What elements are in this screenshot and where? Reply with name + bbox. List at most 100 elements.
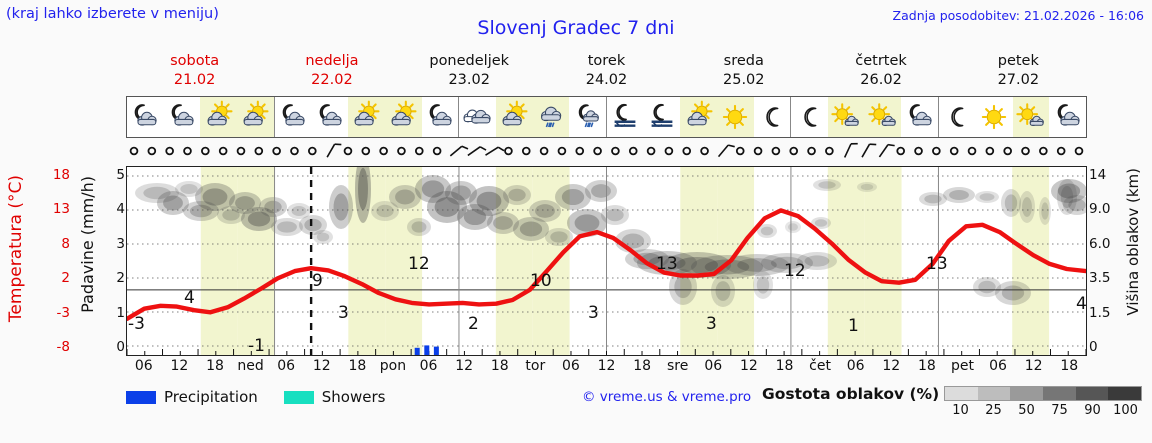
moon-icon [940, 100, 974, 134]
moon-cloud-icon [1051, 100, 1085, 134]
sun-cloud-icon [386, 100, 420, 134]
time-tick-label: tor [525, 358, 546, 374]
axis-tick-label: 9.0 [1089, 201, 1111, 218]
time-tick-label: 06 [846, 358, 865, 374]
moon-cloud-icon [423, 100, 457, 134]
weather-icon-cell [717, 97, 754, 137]
location-menu-note[interactable]: (kraj lahko izberete v meniju) [6, 6, 219, 22]
precipitation-axis-title-text: Padavine (mm/h) [78, 176, 97, 313]
sun-cloud-icon [349, 100, 383, 134]
cloudheight-axis-ticks: 14 9.0 6.0 3.5 1.5 0 [1089, 166, 1123, 356]
temperature-point-label: 2 [468, 314, 479, 334]
day-name: torek [587, 53, 626, 69]
precipitation-axis-ticks: 5 4 3 2 1 0 [103, 166, 125, 356]
day-heading-petek: petek 27.02 [950, 52, 1087, 94]
weather-icon-cell [458, 97, 496, 137]
day-date: 25.02 [723, 72, 765, 88]
weather-icon-cell [790, 97, 828, 137]
sun-cloud-icon [497, 100, 531, 134]
temperature-axis-title: Temperatura (°C) [6, 175, 34, 350]
weather-icon-cell [828, 97, 865, 137]
temperature-point-label: 12 [408, 254, 430, 274]
showers-swatch [283, 390, 314, 404]
temperature-point-label: -3 [128, 314, 145, 334]
temperature-point-label: 3 [706, 314, 717, 334]
sun-cloud-icon [202, 100, 236, 134]
temperature-point-label: 12 [784, 261, 806, 281]
moon-icon [755, 100, 789, 134]
cloud-density-colorbar-ticks: 10 25 50 75 90 100 [944, 403, 1142, 418]
weather-icon-cell [1012, 97, 1050, 137]
weather-icon-cell [754, 97, 791, 137]
time-tick-label: 12 [170, 358, 189, 374]
moon-cloud-icon [165, 100, 199, 134]
temperature-axis-title-text: Temperatura (°C) [6, 175, 26, 323]
cloud-density-tick: 10 [952, 403, 969, 418]
sun-cloud-small-icon [1014, 100, 1048, 134]
credit-link[interactable]: © vreme.us & vreme.pro [582, 389, 752, 405]
time-tick-label: ned [237, 358, 264, 374]
axis-tick-label: 0 [1089, 339, 1098, 355]
day-name: sreda [723, 53, 764, 69]
time-tick-label: 06 [989, 358, 1007, 374]
weather-icon-cell [237, 97, 274, 137]
weather-icon-cell [127, 97, 164, 137]
weather-icon-cell [680, 97, 717, 137]
time-tick-label: 18 [775, 358, 794, 374]
weather-icon-cell [495, 97, 533, 137]
time-tick-label: 06 [277, 358, 296, 374]
moon-cloud-icon [128, 100, 162, 134]
axis-tick-label: 8 [61, 235, 70, 252]
moon-fog-icon [608, 100, 642, 134]
weather-icon-cell [532, 97, 570, 137]
moon-cloud-icon [276, 100, 310, 134]
axis-tick-label: 1.5 [1089, 304, 1111, 321]
sun-cloud-small-icon [829, 100, 863, 134]
weather-icon-cell [1049, 97, 1086, 137]
time-tick-label: 18 [348, 358, 367, 374]
time-tick-label: pet [950, 358, 974, 374]
cloudheight-axis-title: Višina oblakov (km) [1124, 168, 1150, 358]
weather-icon-cell [976, 97, 1013, 137]
day-heading-torek: torek 24.02 [538, 52, 675, 94]
time-tick-label: 18 [633, 358, 652, 374]
axis-tick-label: 3 [116, 235, 125, 252]
weather-icon-cell [644, 97, 681, 137]
moon-fog-icon [645, 100, 679, 134]
sun-icon [718, 100, 752, 134]
axis-tick-label: 4 [116, 201, 125, 218]
precipitation-swatch [126, 390, 156, 404]
day-date: 27.02 [997, 72, 1040, 88]
time-tick-label: 12 [739, 358, 758, 374]
weather-icon-cell [200, 97, 238, 137]
cloud-density-tick: 90 [1084, 403, 1101, 418]
temperature-point-label: 13 [656, 254, 678, 274]
axis-tick-label: 0 [116, 339, 125, 355]
moon-cloud-rain-icon [571, 100, 605, 134]
time-tick-label: 06 [562, 358, 580, 374]
time-tick-label: 12 [1024, 358, 1043, 374]
weather-icon-cell [569, 97, 606, 137]
axis-tick-label: 2 [61, 270, 70, 287]
forecast-plot[interactable] [126, 166, 1087, 356]
cloud-density-tick: 50 [1018, 403, 1035, 418]
last-updated-label: Zadnja posodobitev: 21.02.2026 - 16:06 [892, 8, 1144, 23]
cloud-density-legend-title: Gostota oblakov (%) [762, 385, 940, 403]
axis-tick-label: 1 [116, 304, 125, 321]
time-tick-label: 18 [490, 358, 509, 374]
temperature-axis-ticks: 18 13 8 2 -3 -8 [36, 166, 70, 356]
showers-legend-label: Showers [321, 388, 386, 406]
cloud-density-segment [1043, 387, 1076, 400]
weather-icon-cell [422, 97, 459, 137]
precipitation-legend-label: Precipitation [164, 388, 258, 406]
cloud-density-tick: 25 [985, 403, 1002, 418]
sun-cloud-small-icon [866, 100, 900, 134]
day-date: 23.02 [448, 72, 490, 88]
time-tick-label: 12 [455, 358, 474, 374]
cloud-density-segment [977, 387, 1011, 400]
cloud-icon [461, 100, 495, 134]
day-heading-sreda: sreda 25.02 [675, 52, 812, 94]
time-tick-label: 18 [917, 358, 936, 374]
day-date: 26.02 [860, 72, 902, 88]
day-name: petek [997, 53, 1039, 69]
